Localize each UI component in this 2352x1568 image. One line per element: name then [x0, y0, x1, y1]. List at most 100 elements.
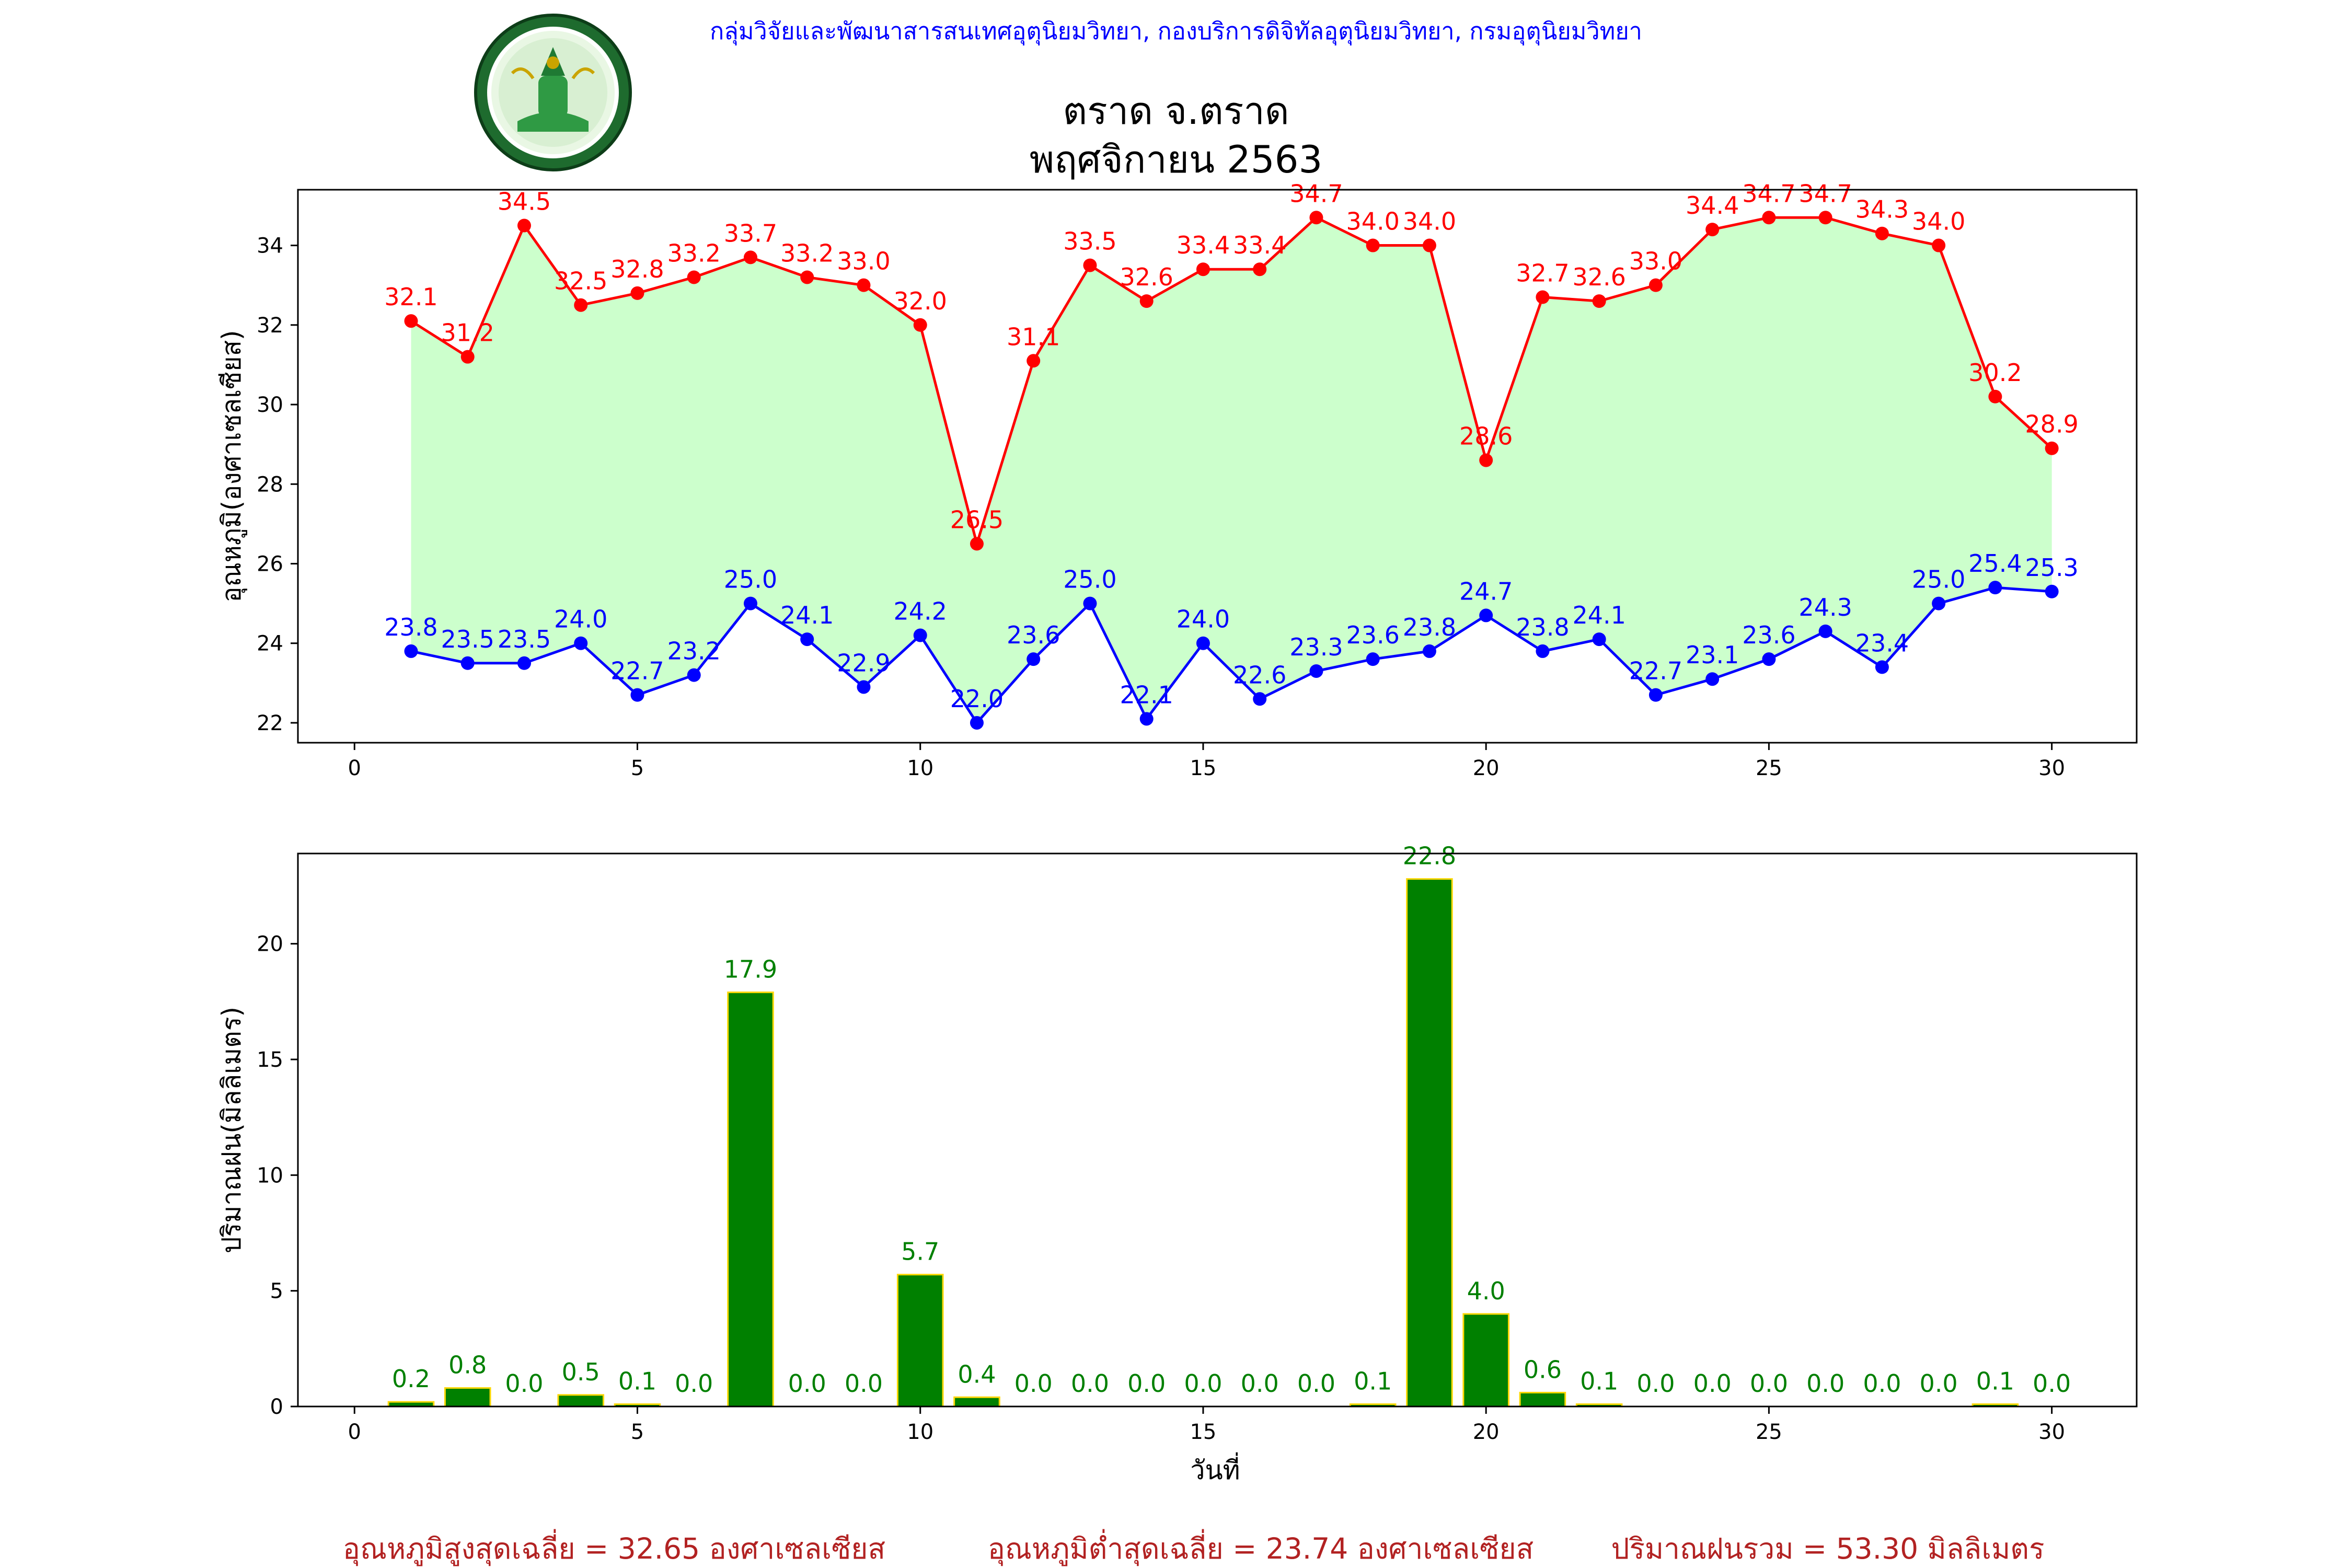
rainfall-value-label: 0.0	[788, 1369, 826, 1398]
min-temperature-point	[1196, 636, 1210, 650]
max-temperature-point	[404, 314, 418, 328]
min-temperature-label: 22.7	[610, 657, 664, 685]
min-temperature-point	[630, 688, 644, 702]
temperature-plot: 32.131.234.532.5 32.833.233.733.2 33.032.0…	[216, 179, 2138, 780]
min-temperature-point	[1762, 652, 1776, 666]
max-temperature-point	[857, 278, 871, 292]
min-temperature-point	[2045, 584, 2059, 598]
min-temperature-label: 25.0	[1063, 566, 1116, 594]
rainfall-y-tick-label: 5	[270, 1279, 283, 1304]
max-temperature-point	[460, 350, 475, 364]
rainfall-value-label: 0.0	[1184, 1369, 1222, 1398]
min-temperature-point	[687, 668, 701, 682]
temperature-axes-frame	[297, 189, 2138, 744]
temperature-range-fill	[411, 217, 2052, 723]
min-temperature-label: 24.0	[1177, 605, 1230, 633]
footer-avg-min-temp: อุณหภูมิต่ำสุดเฉลี่ย = 23.74 องศาเซลเซีย…	[988, 1529, 1534, 1566]
min-temperature-point	[913, 628, 927, 642]
min-temperature-label: 24.7	[1459, 577, 1513, 605]
rainfall-x-tick-label: 0	[348, 1420, 361, 1444]
max-temperature-point	[1479, 453, 1493, 467]
max-temperature-point	[1592, 294, 1606, 308]
max-temperature-label: 33.2	[667, 239, 721, 267]
min-temperature-point	[1366, 652, 1380, 666]
max-temperature-label: 30.2	[1968, 359, 2022, 387]
min-temperature-point	[1592, 632, 1606, 647]
min-temperature-point	[1875, 660, 1889, 674]
min-temperature-point	[1705, 672, 1720, 686]
min-temperature-point	[1536, 644, 1550, 658]
min-temperature-label: 23.6	[1742, 621, 1795, 649]
max-temperature-point	[1196, 262, 1210, 276]
max-temperature-label: 33.7	[724, 219, 777, 247]
rainfall-x-tick-label: 25	[1756, 1420, 1782, 1444]
rainfall-plot: 0.2 0.8 0.0 0.5 0.1 0.0 17.9 0.0 0.0 5.7 0.4 0.0 0.0…	[216, 842, 2138, 1485]
rainfall-bar	[444, 1387, 491, 1408]
temperature-y-tick-label: 24	[257, 632, 283, 656]
rainfall-x-tick-label: 15	[1190, 1420, 1216, 1444]
min-temperature-label: 23.5	[441, 625, 494, 653]
min-temperature-label: 24.1	[780, 601, 834, 629]
temperature-y-tick-label: 32	[257, 314, 283, 338]
rainfall-value-label: 0.6	[1524, 1355, 1562, 1383]
min-temperature-point	[1818, 624, 1832, 638]
max-temperature-label: 34.0	[1403, 207, 1456, 236]
rainfall-value-label: 22.8	[1403, 842, 1456, 870]
temperature-x-tick-label: 20	[1473, 756, 1500, 780]
rainfall-bar	[1462, 1313, 1509, 1408]
max-temperature-point	[1988, 389, 2002, 403]
min-temperature-point	[1083, 596, 1097, 610]
rainfall-value-label: 0.0	[1636, 1369, 1675, 1398]
min-temperature-point	[1309, 664, 1323, 678]
temperature-x-tick-label: 5	[631, 756, 644, 780]
min-temperature-point	[1648, 688, 1663, 702]
rainfall-axes-frame	[297, 852, 2138, 1408]
max-temperature-point	[1875, 226, 1889, 240]
temperature-y-tick-label: 22	[257, 711, 283, 735]
min-temperature-point	[1932, 596, 1946, 610]
max-temperature-point	[574, 298, 588, 312]
rainfall-value-label: 0.0	[1071, 1369, 1109, 1398]
rainfall-y-tick-label: 20	[257, 932, 283, 956]
min-temperature-point	[1988, 581, 2002, 595]
rainfall-x-tick-label: 20	[1473, 1420, 1500, 1444]
rainfall-x-tick-label: 10	[907, 1420, 933, 1444]
rainfall-value-label: 0.1	[1580, 1367, 1618, 1396]
chart-title-month: พฤศจิกายน 2563	[1030, 137, 1323, 181]
max-temperature-line	[410, 216, 2053, 549]
min-temperature-label: 23.5	[498, 625, 551, 653]
rainfall-value-label: 0.0	[1920, 1369, 1958, 1398]
rainfall-value-label: 0.2	[392, 1365, 430, 1393]
max-temperature-label: 33.0	[837, 247, 890, 275]
temperature-y-tick-label: 28	[257, 472, 283, 497]
min-temperature-point	[517, 656, 531, 670]
max-temperature-label: 32.6	[1120, 263, 1173, 291]
max-temperature-point	[1139, 294, 1154, 308]
rainfall-x-axis-label: วันที่	[1190, 1452, 1240, 1485]
rainfall-value-label: 0.0	[505, 1369, 543, 1398]
min-temperature-label: 23.4	[1855, 629, 1909, 657]
min-temperature-point	[1139, 712, 1154, 726]
rainfall-bar	[557, 1394, 605, 1408]
min-temperature-label: 25.3	[2025, 554, 2078, 582]
min-temperature-label: 23.8	[1516, 613, 1569, 641]
min-temperature-label: 24.3	[1798, 593, 1852, 621]
min-temperature-label: 25.0	[1912, 566, 1965, 594]
rainfall-value-label: 0.0	[1863, 1369, 1901, 1398]
min-temperature-label: 23.2	[667, 637, 721, 665]
rainfall-x-tick-label: 30	[2038, 1420, 2065, 1444]
min-temperature-label: 25.0	[724, 566, 777, 594]
rainfall-value-label: 0.8	[448, 1351, 487, 1379]
temperature-x-tick-label: 30	[2038, 756, 2065, 780]
min-temperature-label: 22.9	[837, 649, 890, 677]
min-temperature-label: 24.1	[1572, 601, 1625, 629]
max-temperature-label: 28.6	[1459, 422, 1513, 451]
min-temperature-label: 24.0	[554, 605, 607, 633]
max-temperature-point	[1536, 290, 1550, 304]
max-temperature-label: 34.0	[1912, 207, 1965, 236]
min-temperature-point	[743, 596, 757, 610]
min-temperature-point	[404, 644, 418, 658]
min-temperature-label: 23.8	[384, 613, 437, 641]
max-temperature-point	[970, 537, 984, 551]
